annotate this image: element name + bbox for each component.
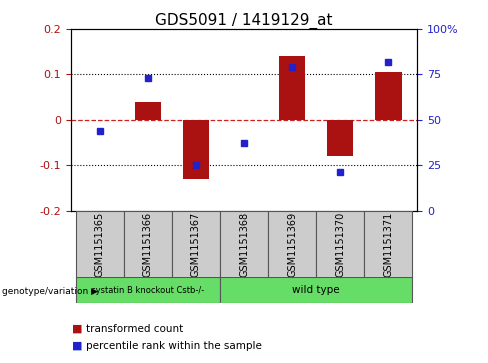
Text: ■: ■ — [72, 340, 83, 351]
Bar — [220, 277, 412, 303]
Text: GSM1151369: GSM1151369 — [287, 212, 297, 277]
Bar — [135, 102, 161, 120]
Bar — [365, 211, 412, 278]
Bar — [375, 72, 402, 120]
Bar — [220, 211, 268, 278]
Text: GSM1151370: GSM1151370 — [335, 212, 345, 277]
Bar — [183, 120, 209, 179]
Bar — [123, 211, 172, 278]
Text: transformed count: transformed count — [86, 323, 183, 334]
Text: GSM1151368: GSM1151368 — [239, 212, 249, 277]
Text: GSM1151365: GSM1151365 — [95, 212, 104, 277]
Bar — [172, 211, 220, 278]
Text: GSM1151371: GSM1151371 — [384, 212, 393, 277]
Bar — [279, 56, 305, 120]
Text: genotype/variation ▶: genotype/variation ▶ — [2, 287, 99, 295]
Text: cystatin B knockout Cstb-/-: cystatin B knockout Cstb-/- — [91, 286, 204, 294]
Bar — [316, 211, 365, 278]
Bar — [327, 120, 353, 156]
Text: wild type: wild type — [292, 285, 340, 295]
Bar — [76, 277, 220, 303]
Text: GSM1151367: GSM1151367 — [191, 212, 201, 277]
Text: percentile rank within the sample: percentile rank within the sample — [86, 340, 262, 351]
Bar — [268, 211, 316, 278]
Title: GDS5091 / 1419129_at: GDS5091 / 1419129_at — [155, 13, 333, 29]
Text: ■: ■ — [72, 323, 83, 334]
Bar — [76, 211, 123, 278]
Text: GSM1151366: GSM1151366 — [143, 212, 153, 277]
